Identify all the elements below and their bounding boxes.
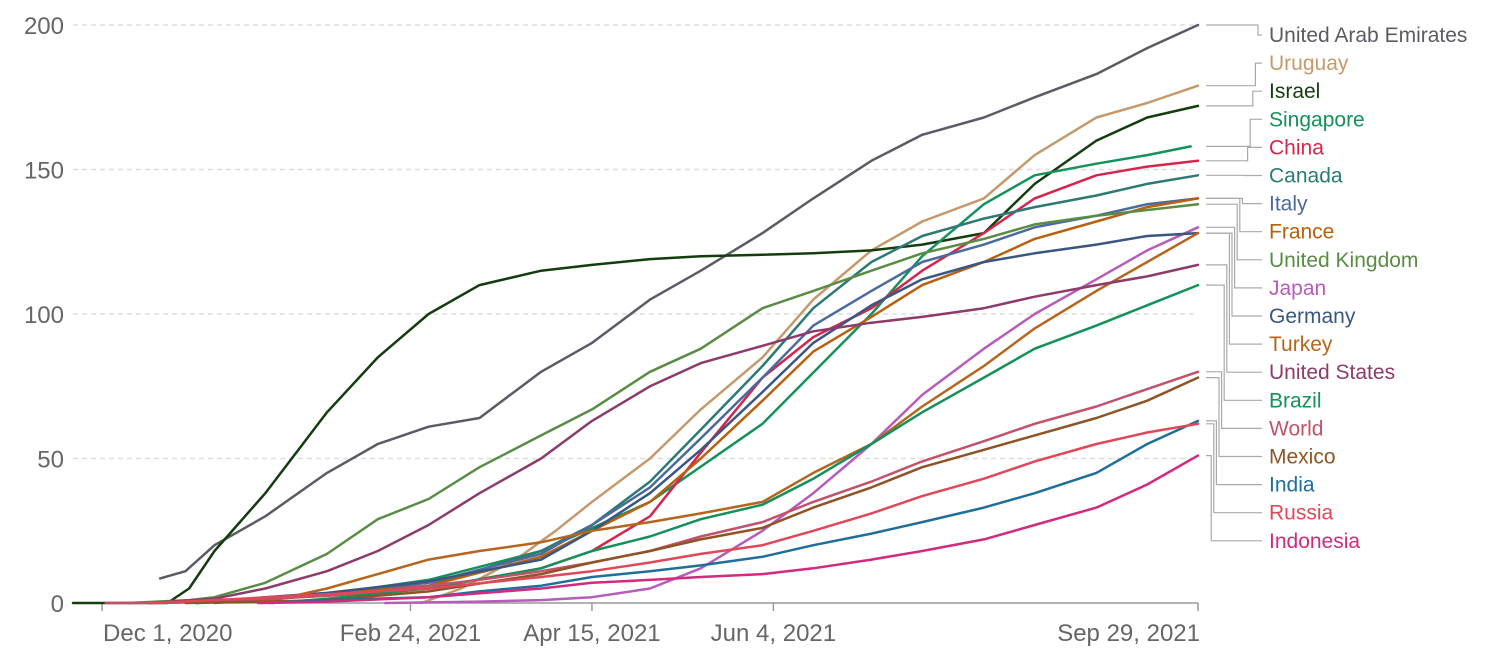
legend-leader-line bbox=[1206, 264, 1262, 373]
x-tick-label: Sep 29, 2021 bbox=[1057, 620, 1200, 647]
series-line bbox=[383, 226, 1200, 605]
x-tick-label: Apr 15, 2021 bbox=[523, 620, 660, 647]
series-line bbox=[195, 197, 1200, 605]
x-tick-label: Dec 1, 2020 bbox=[103, 620, 232, 647]
series-line bbox=[213, 145, 1192, 605]
legend-label: France bbox=[1269, 221, 1334, 244]
legend-leader-line bbox=[1206, 197, 1262, 205]
legend-label: Turkey bbox=[1269, 333, 1333, 356]
legend-label: United States bbox=[1269, 361, 1395, 384]
legend-label: Uruguay bbox=[1269, 52, 1349, 75]
legend-label: Indonesia bbox=[1269, 530, 1360, 553]
legend-label: Mexico bbox=[1269, 446, 1336, 469]
legend-label: Canada bbox=[1269, 165, 1343, 188]
y-tick-label: 150 bbox=[24, 158, 64, 185]
series-line bbox=[151, 422, 1200, 605]
legend-leader-line bbox=[1206, 232, 1262, 345]
grid bbox=[73, 24, 1198, 460]
series-line bbox=[420, 84, 1200, 605]
series-line bbox=[184, 376, 1200, 605]
legend-label: United Kingdom bbox=[1269, 249, 1418, 272]
y-tick-label: 200 bbox=[24, 13, 64, 40]
series-lines bbox=[71, 23, 1200, 605]
legend-leader-line bbox=[1206, 226, 1262, 289]
series-line bbox=[147, 263, 1200, 605]
legend-leader-line bbox=[1206, 371, 1262, 429]
x-tick-label: Jun 4, 2021 bbox=[711, 620, 836, 647]
series-line bbox=[147, 174, 1200, 605]
legend-label: China bbox=[1269, 136, 1324, 159]
legend-label: Brazil bbox=[1269, 389, 1322, 412]
series-line bbox=[256, 454, 1200, 605]
legend-label: Germany bbox=[1269, 305, 1356, 328]
legend-leader-line bbox=[1206, 24, 1262, 36]
x-tick-label: Feb 24, 2021 bbox=[340, 620, 481, 647]
y-axis: 0 50 100 150 200 bbox=[24, 13, 64, 618]
y-tick-label: 50 bbox=[37, 447, 64, 474]
legend-label: World bbox=[1269, 417, 1323, 440]
y-tick-label: 0 bbox=[51, 591, 64, 618]
legend-label: India bbox=[1269, 474, 1315, 497]
legend-leader-line bbox=[1206, 377, 1262, 458]
series-line bbox=[195, 197, 1200, 605]
series-line bbox=[71, 104, 1200, 605]
legend-label: Singapore bbox=[1269, 108, 1365, 131]
legend-label: Japan bbox=[1269, 277, 1326, 300]
legend-label: United Arab Emirates bbox=[1269, 24, 1467, 47]
legend-leader-line bbox=[1206, 146, 1262, 162]
legend-leader-line bbox=[1206, 197, 1262, 233]
legend-leader-line bbox=[1206, 423, 1262, 514]
legend-leader-line bbox=[1206, 62, 1262, 87]
legend-label: Italy bbox=[1269, 193, 1308, 216]
series-line bbox=[260, 231, 1200, 605]
series-line bbox=[158, 23, 1200, 580]
legend-label: Russia bbox=[1269, 502, 1334, 525]
y-tick-label: 100 bbox=[24, 302, 64, 329]
legend-label: Israel bbox=[1269, 80, 1320, 103]
legend-leader-line bbox=[1206, 203, 1262, 261]
series-line bbox=[126, 202, 1200, 605]
x-axis: Dec 1, 2020 Feb 24, 2021 Apr 15, 2021 Jun 4… bbox=[73, 602, 1200, 647]
legend-leader-line bbox=[1206, 90, 1262, 107]
legend-leader-line bbox=[1206, 455, 1262, 542]
legend-leader-line bbox=[1206, 118, 1262, 147]
legend: United Arab Emirates Uruguay Israel Singapo… bbox=[1206, 24, 1467, 553]
series-line bbox=[195, 231, 1200, 605]
legend-leader-line bbox=[1206, 420, 1262, 486]
legend-leader-line bbox=[1206, 284, 1262, 401]
